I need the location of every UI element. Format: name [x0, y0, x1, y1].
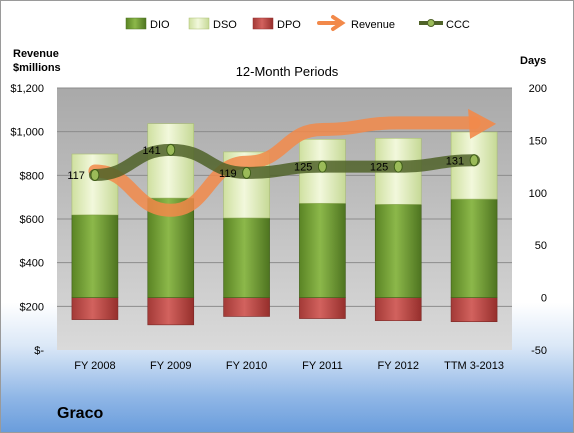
legend-label-dio: DIO [150, 19, 170, 31]
left-axis-title-line2: $millions [13, 62, 61, 74]
left-axis-title-line1: Revenue [13, 48, 59, 60]
category-label: TTM 3-2013 [444, 360, 504, 372]
category-label: FY 2010 [226, 360, 267, 372]
legend-item-dio: DIO [125, 17, 170, 31]
bar-dpo [147, 297, 195, 326]
left-tick-label: $600 [20, 214, 44, 226]
legend-item-dpo: DPO [252, 17, 301, 31]
category-label: FY 2009 [150, 360, 191, 372]
ticks: $- $200 $400 $600 $800 $1,000 $1,200 -50 0 50 100 1… [10, 83, 547, 372]
left-tick-label: $400 [20, 258, 44, 270]
bar-dso [147, 123, 195, 199]
legend-label-revenue: Revenue [351, 19, 395, 31]
category-label: FY 2012 [378, 360, 419, 372]
bar-dpo [374, 297, 422, 321]
ccc-data-label: 131 [446, 155, 464, 167]
bar-dpo [450, 297, 498, 323]
bar-dio [223, 217, 270, 298]
bar-dso [71, 153, 119, 216]
ccc-data-label: 141 [142, 145, 160, 157]
legend-swatch-dpo [252, 17, 274, 30]
gridlines [57, 87, 512, 307]
legend-item-dso: DSO [188, 17, 237, 31]
ccc-point [90, 168, 100, 181]
company-name: Graco [57, 405, 104, 422]
right-tick-label: 150 [529, 135, 547, 147]
ccc-point [393, 160, 403, 173]
legend-label-dso: DSO [213, 19, 237, 31]
lines [88, 108, 497, 217]
legend-swatch-dso [188, 17, 210, 30]
ccc-point [317, 160, 327, 173]
bar-dio [374, 204, 422, 298]
legend-swatch-revenue [317, 15, 346, 31]
legend-label-ccc: CCC [446, 19, 470, 31]
data-labels: 117 141 119 125 125 131 [67, 145, 464, 182]
category-label: FY 2011 [302, 360, 343, 372]
ccc-data-label: 119 [219, 168, 237, 180]
chart-title: 12-Month Periods [236, 64, 339, 79]
left-tick-label: $200 [20, 301, 44, 313]
category-label: FY 2008 [74, 360, 115, 372]
legend-item-revenue: Revenue [317, 15, 395, 31]
legend: DIO DSO DPO Revenue CCC [125, 15, 470, 31]
left-tick-label: $- [34, 345, 44, 357]
right-tick-label: 50 [535, 240, 547, 252]
ccc-point [166, 143, 176, 156]
bar-dpo [223, 297, 270, 317]
ccc-data-label: 125 [370, 162, 388, 174]
ccc-line [88, 143, 481, 181]
left-tick-label: $1,200 [10, 83, 44, 95]
revenue-arrowhead [468, 108, 497, 139]
ccc-point [242, 166, 252, 179]
left-tick-label: $1,000 [10, 127, 44, 139]
legend-item-ccc: CCC [419, 19, 470, 31]
right-tick-label: -50 [531, 345, 547, 357]
ccc-data-label: 117 [67, 170, 85, 182]
left-tick-label: $800 [20, 170, 44, 182]
bar-dpo [299, 297, 346, 319]
revenue-line [88, 116, 481, 217]
bar-dio [299, 202, 346, 298]
legend-marker-ccc [427, 19, 435, 27]
bars [71, 123, 498, 326]
right-tick-label: 100 [529, 188, 547, 200]
legend-label-dpo: DPO [277, 19, 301, 31]
ccc-point [469, 154, 479, 167]
bar-dio [71, 214, 119, 298]
ccc-data-label: 125 [294, 162, 312, 174]
legend-swatch-dio [125, 17, 147, 30]
right-tick-label: 0 [541, 293, 547, 305]
bar-dpo [71, 297, 119, 320]
right-tick-label: 200 [529, 83, 547, 95]
right-axis-title: Days [520, 55, 546, 67]
bar-dio [450, 198, 498, 298]
